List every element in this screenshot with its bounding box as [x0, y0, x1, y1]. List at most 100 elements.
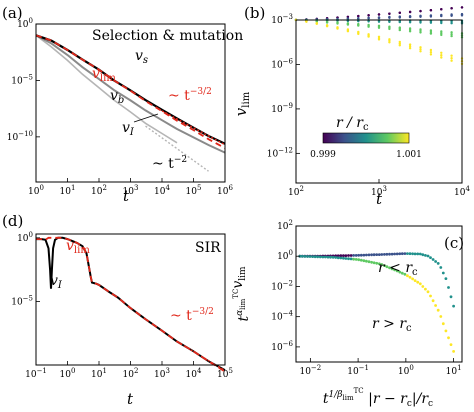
collapse-point [434, 260, 437, 263]
scatter-point [408, 47, 412, 50]
scatter-point [460, 6, 464, 9]
collapse-point [426, 290, 430, 294]
x-tick-label: 10−2 [299, 364, 321, 377]
y-tick-label: 10−4 [271, 310, 293, 323]
scatter-point [346, 23, 350, 26]
collapse-point [326, 255, 330, 259]
collapse-point [411, 252, 414, 256]
panel-b-xlabel: t [376, 190, 383, 208]
x-tick-label: 102 [123, 367, 139, 380]
collapse-point [342, 256, 345, 260]
panel-label-b: (b) [244, 4, 265, 22]
y-tick-label: 102 [277, 219, 293, 232]
panel-c-frame [295, 225, 463, 363]
scatter-point [419, 15, 422, 18]
collapse-point [413, 252, 417, 256]
panel-a-vI-label: vI [122, 120, 135, 138]
y-tick-label: 10−6 [271, 340, 293, 353]
scatter-point [398, 40, 401, 44]
scatter-point [440, 30, 443, 33]
collapse-point [434, 304, 437, 307]
collapse-point [444, 277, 448, 280]
scatter-point [367, 14, 370, 17]
scatter-point [429, 9, 433, 12]
panel-b: (b) 102 103 104 10−3 10−6 10−9 10−12 vlim t r … [232, 4, 470, 208]
scatter-point [408, 45, 412, 48]
collapse-point [403, 272, 407, 276]
panel-label-a: (a) [2, 4, 23, 22]
collapse-point [300, 254, 304, 258]
x-tick-label: 104 [454, 185, 470, 198]
panel-d-ticks: 10−1 100 101 102 103 104 105 100 10−5 [11, 231, 233, 380]
collapse-point [424, 287, 427, 291]
collapse-point [334, 256, 338, 259]
scatter-point [419, 21, 422, 24]
collapse-point [349, 254, 353, 257]
collapse-point [377, 262, 381, 266]
collapse-point [383, 253, 386, 256]
collapse-point [321, 255, 325, 259]
scatter-point [377, 20, 381, 23]
collapse-point [308, 255, 312, 258]
panel-c-xlabel: t1/βlimTC |r − rc|/rc [323, 387, 433, 409]
scatter-point [305, 20, 308, 23]
x-tick-label: 105 [217, 367, 233, 380]
scatter-point [460, 14, 464, 17]
collapse-point [418, 252, 422, 256]
x-tick-label: 10−1 [347, 364, 369, 377]
panel-a: (a) 100 101 102 103 104 105 106 100 10−5 10−10 Se… [2, 4, 243, 205]
collapse-point [344, 254, 348, 257]
panel-b-ylabel: vlim [232, 91, 252, 116]
collapse-point [395, 252, 399, 256]
scatter-point [325, 25, 329, 28]
collapse-point [339, 256, 343, 260]
collapse-point [390, 252, 394, 256]
panel-d-title: SIR [195, 240, 221, 256]
scatter-point [398, 42, 401, 45]
scatter-point [388, 41, 391, 44]
collapse-point [303, 255, 307, 258]
x-tick-label: 103 [123, 184, 139, 197]
scatter-point [429, 53, 433, 56]
panel-d: (d) 10−1 100 101 102 103 104 105 100 10−5 SIR vl… [2, 212, 233, 408]
y-tick-label: 10−3 [271, 13, 293, 26]
panel-a-title: Selection & mutation [92, 28, 243, 44]
series-v-lim [35, 34, 226, 149]
scatter-point [450, 57, 453, 60]
scatter-point [450, 59, 453, 62]
collapse-point [403, 252, 407, 256]
collapse-point [354, 258, 358, 261]
y-tick-label: 10−5 [11, 73, 33, 86]
collapse-point [406, 252, 409, 256]
collapse-point [318, 255, 322, 259]
collapse-point [367, 253, 371, 257]
collapse-point [426, 254, 430, 258]
collapse-point [452, 350, 455, 353]
collapse-point [452, 304, 455, 308]
collapse-point [416, 280, 420, 284]
x-tick-label: 103 [154, 367, 170, 380]
collapse-point [339, 254, 343, 258]
y-tick-label: 100 [277, 249, 293, 262]
x-tick-label: 101 [446, 364, 462, 377]
collapse-point [388, 266, 391, 270]
panel-a-series [35, 34, 226, 172]
collapse-point [385, 252, 389, 256]
series-d-vI [36, 236, 226, 371]
panel-label-d: (d) [2, 212, 23, 230]
collapse-point [344, 257, 348, 260]
collapse-point [447, 286, 450, 289]
collapse-point [357, 258, 361, 262]
scatter-point [429, 15, 433, 18]
scatter-point [419, 48, 422, 51]
x-tick-label: 100 [398, 364, 414, 377]
x-tick-label: 103 [371, 185, 387, 198]
scatter-point [357, 24, 360, 27]
collapse-point [441, 322, 445, 326]
collapse-point [380, 263, 384, 266]
collapse-point [349, 257, 353, 261]
collapse-point [395, 269, 399, 273]
collapse-point [439, 266, 443, 269]
panel-d-vlim-label: vlim [66, 238, 90, 256]
panel-c-ylabel: tαlimTCvlim [230, 266, 252, 322]
